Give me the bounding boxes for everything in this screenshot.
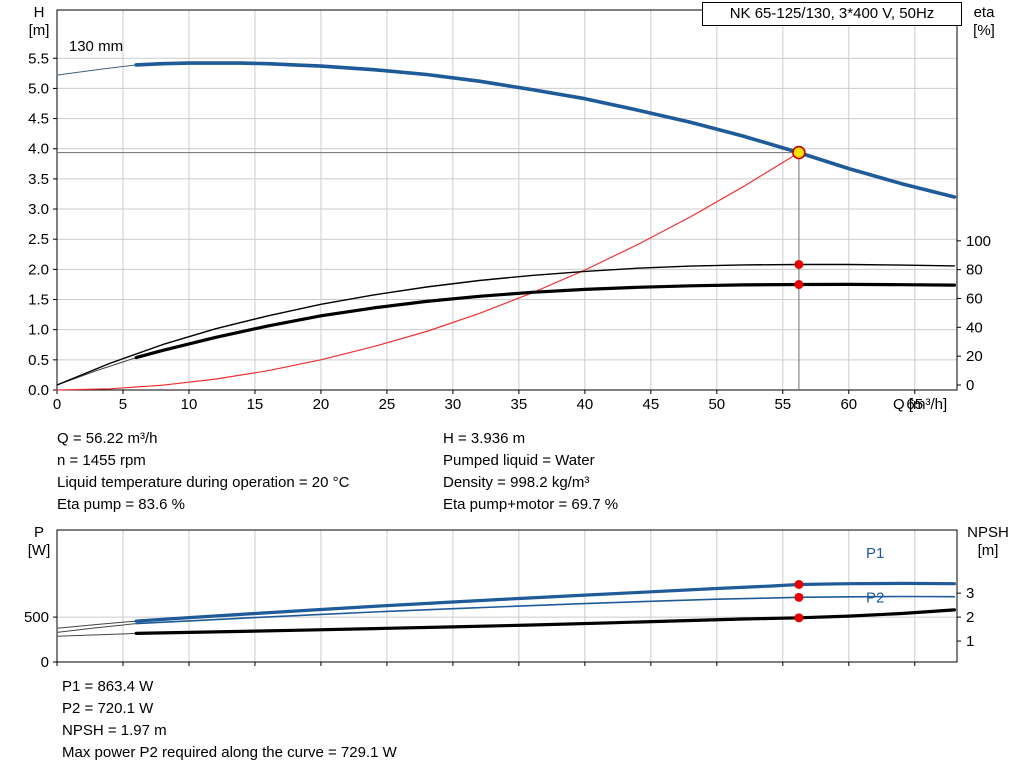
svg-text:0: 0 xyxy=(966,377,974,394)
svg-text:50: 50 xyxy=(708,396,725,413)
curve-p1-curve xyxy=(134,581,957,623)
svg-text:55: 55 xyxy=(774,396,791,413)
h-axis-name: H xyxy=(33,4,45,21)
info-h: H = 3.936 m xyxy=(443,430,526,447)
curve-p1-inlet xyxy=(56,620,137,629)
svg-text:1.0: 1.0 xyxy=(28,322,49,339)
svg-text:60: 60 xyxy=(966,290,983,307)
annotation-130-mm: 130 mm xyxy=(69,38,123,55)
svg-text:0.5: 0.5 xyxy=(28,352,49,369)
svg-text:40: 40 xyxy=(966,319,983,336)
info-pumped-liquid: Pumped liquid = Water xyxy=(443,452,595,469)
npsh-axis-name: NPSH xyxy=(967,524,1009,541)
info-max-p2: Max power P2 required along the curve = … xyxy=(62,744,397,761)
info-density: Density = 998.2 kg/m³ xyxy=(443,474,590,491)
svg-text:2.5: 2.5 xyxy=(28,231,49,248)
svg-text:3.0: 3.0 xyxy=(28,201,49,218)
svg-text:45: 45 xyxy=(642,396,659,413)
curve-npsh-curve xyxy=(134,608,957,636)
svg-text:2: 2 xyxy=(966,609,974,626)
curve-system-curve xyxy=(56,152,800,391)
curve-head-inlet xyxy=(56,64,137,76)
h-axis-label: H [m] xyxy=(20,4,58,40)
svg-text:10: 10 xyxy=(181,396,198,413)
info-npsh: NPSH = 1.97 m xyxy=(62,722,167,739)
svg-text:0: 0 xyxy=(53,396,61,413)
eta-pump-motor-point xyxy=(794,280,804,290)
p1-point xyxy=(794,579,804,589)
info-eta-pump-motor: Eta pump+motor = 69.7 % xyxy=(443,496,619,513)
curve-p2-curve xyxy=(135,595,956,625)
info-q: Q = 56.22 m³/h xyxy=(57,430,158,447)
result-info: P1 = 863.4 W P2 = 720.1 W NPSH = 1.97 m … xyxy=(62,676,397,764)
info-p2: P2 = 720.1 W xyxy=(62,700,154,717)
eta-pump-point xyxy=(794,259,804,269)
svg-text:20: 20 xyxy=(966,348,983,365)
p-axis-label: P [W] xyxy=(20,524,58,560)
svg-text:4.0: 4.0 xyxy=(28,141,49,158)
svg-text:500: 500 xyxy=(24,609,49,626)
svg-text:5.5: 5.5 xyxy=(28,50,49,67)
info-eta-pump: Eta pump = 83.6 % xyxy=(57,496,185,513)
svg-text:20: 20 xyxy=(313,396,330,413)
svg-text:35: 35 xyxy=(511,396,528,413)
svg-text:1: 1 xyxy=(966,633,974,650)
eta-axis-name: eta xyxy=(973,4,995,21)
p-axis-name: P xyxy=(33,524,44,541)
hq-chart: 0 5 10 15 20 25 30 35 40 45 50 55 60 65 0.0 0.5 1.0 1.5 2.… xyxy=(28,9,991,413)
pump-title-box: NK 65-125/130, 3*400 V, 50Hz xyxy=(702,2,962,26)
npsh-axis-unit: [m] xyxy=(977,542,999,559)
svg-text:65: 65 xyxy=(906,396,923,413)
svg-text:2.0: 2.0 xyxy=(28,261,49,278)
p-axis-unit: [W] xyxy=(27,542,51,559)
curve-npsh-inlet xyxy=(56,632,137,637)
svg-text:60: 60 xyxy=(840,396,857,413)
curve-eta-pump-motor xyxy=(134,282,957,360)
duty-info-right: H = 3.936 m Pumped liquid = Water Densit… xyxy=(443,428,618,516)
svg-text:3: 3 xyxy=(966,585,974,602)
npsh-point xyxy=(794,613,804,623)
svg-text:80: 80 xyxy=(966,262,983,279)
q-axis-label: Q [m³/h] xyxy=(893,396,948,413)
svg-text:4.5: 4.5 xyxy=(28,111,49,128)
svg-text:3.5: 3.5 xyxy=(28,171,49,188)
svg-text:100: 100 xyxy=(966,233,991,250)
eta-axis-unit: [%] xyxy=(973,22,995,39)
annotation-p1: P1 xyxy=(866,545,884,562)
h-axis-unit: [m] xyxy=(28,22,50,39)
svg-text:5.0: 5.0 xyxy=(28,80,49,97)
annotation-p2: P2 xyxy=(866,590,884,607)
eta-axis-label: eta [%] xyxy=(964,4,1004,40)
svg-text:0.0: 0.0 xyxy=(28,382,49,399)
duty-info-left: Q = 56.22 m³/h n = 1455 rpm Liquid tempe… xyxy=(57,428,349,516)
svg-text:1.5: 1.5 xyxy=(28,292,49,309)
curve-eta-pump xyxy=(56,263,956,386)
svg-text:15: 15 xyxy=(247,396,264,413)
info-p1: P1 = 863.4 W xyxy=(62,678,154,695)
curve-p2-inlet xyxy=(56,623,137,633)
svg-text:30: 30 xyxy=(445,396,462,413)
info-speed: n = 1455 rpm xyxy=(57,452,146,469)
duty-point-marker xyxy=(792,145,806,160)
svg-text:0: 0 xyxy=(41,654,49,671)
power-npsh-chart: 0 500 1 2 3 P1 P2 xyxy=(24,529,974,671)
info-liquid-temp: Liquid temperature during operation = 20… xyxy=(57,474,350,491)
svg-text:40: 40 xyxy=(577,396,594,413)
p2-point xyxy=(794,592,804,602)
svg-text:25: 25 xyxy=(379,396,396,413)
svg-text:5: 5 xyxy=(119,396,127,413)
npsh-axis-label: NPSH [m] xyxy=(962,524,1014,560)
curve-head-curve-130mm xyxy=(134,61,957,199)
